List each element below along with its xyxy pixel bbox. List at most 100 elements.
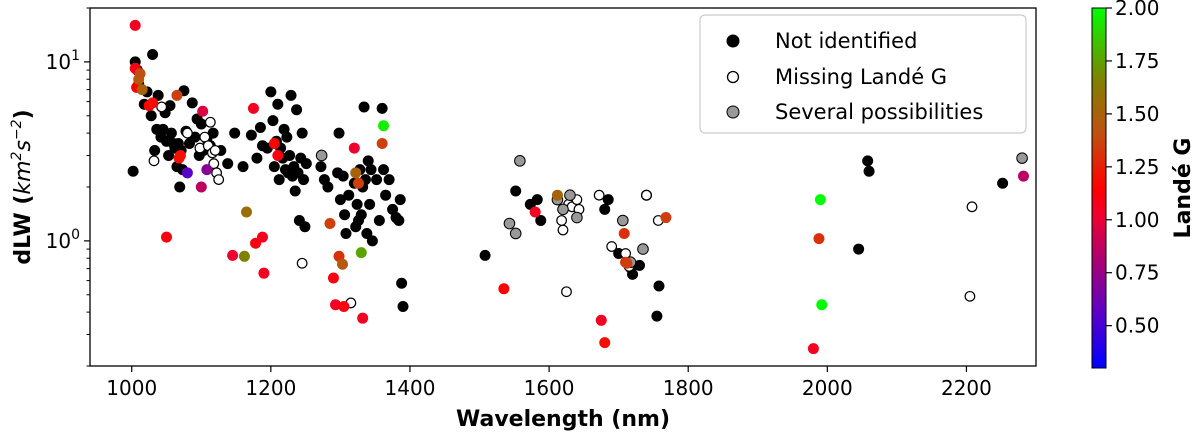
x-tick-label: 1400	[385, 376, 436, 400]
data-point	[289, 185, 301, 197]
data-point	[396, 277, 408, 289]
data-point	[651, 310, 663, 322]
data-point	[357, 312, 369, 324]
data-point	[358, 101, 370, 113]
data-point	[157, 123, 169, 135]
data-point	[241, 206, 253, 218]
data-point	[272, 149, 284, 161]
data-point	[195, 118, 207, 130]
data-point	[267, 115, 279, 127]
data-point	[618, 227, 630, 239]
x-tick-label: 1600	[524, 376, 575, 400]
data-point	[807, 343, 819, 355]
data-point	[299, 221, 311, 233]
data-point	[174, 181, 186, 193]
data-point	[181, 167, 193, 179]
data-point	[334, 194, 346, 206]
data-point	[364, 198, 376, 210]
data-point	[660, 212, 672, 224]
data-point	[617, 214, 629, 227]
data-point	[371, 174, 383, 186]
legend-box	[699, 14, 1027, 134]
data-point	[595, 314, 607, 326]
data-point	[352, 177, 364, 189]
x-tick-label: 1200	[245, 376, 296, 400]
data-point	[327, 272, 339, 284]
data-point	[557, 224, 569, 236]
colorbar-axis: 0.50 0.75 1.00 1.25 1.50 1.75 2.00	[1106, 0, 1160, 338]
x-tick-label: 2200	[941, 376, 992, 400]
data-point	[174, 149, 186, 161]
data-point	[265, 86, 277, 98]
data-point	[330, 299, 342, 311]
data-point	[343, 189, 355, 201]
data-point	[599, 203, 611, 215]
data-point	[529, 206, 541, 218]
data-point	[281, 131, 293, 143]
data-point	[237, 161, 249, 173]
data-point	[152, 89, 164, 101]
y-axis-title: dLW (km2s−2)	[9, 109, 36, 264]
data-point	[350, 167, 362, 179]
data-point	[207, 127, 219, 139]
data-point	[300, 158, 312, 170]
colorbar-tick-label: 1.75	[1115, 49, 1160, 73]
data-point	[145, 110, 157, 122]
data-point	[653, 280, 665, 292]
data-point	[531, 194, 543, 206]
data-point	[355, 209, 367, 221]
legend-marker-not-identified	[726, 34, 740, 48]
data-point	[351, 198, 363, 210]
data-point	[291, 104, 303, 116]
data-point	[284, 149, 296, 161]
colorbar-tick-label: 1.00	[1115, 208, 1160, 232]
data-point	[366, 235, 378, 247]
data-point	[147, 97, 159, 109]
data-point	[602, 194, 614, 206]
data-point	[186, 97, 198, 109]
data-point	[251, 152, 263, 164]
data-point	[355, 247, 367, 259]
data-point	[204, 116, 216, 128]
data-point	[509, 227, 522, 240]
data-point	[127, 165, 139, 177]
legend-label-not-identified: Not identified	[775, 29, 917, 53]
data-point	[229, 127, 241, 139]
data-point	[336, 258, 348, 270]
data-point	[340, 227, 352, 239]
data-point	[254, 121, 266, 133]
data-point	[247, 102, 259, 114]
x-tick-label: 1000	[106, 376, 157, 400]
data-point	[556, 215, 568, 226]
colorbar-tick-label: 0.75	[1115, 261, 1160, 285]
data-point	[171, 89, 183, 101]
data-point	[498, 283, 510, 295]
data-point	[268, 161, 280, 173]
data-point	[227, 249, 239, 261]
data-points	[127, 19, 1029, 355]
data-point	[148, 155, 160, 167]
data-point	[393, 214, 405, 226]
data-point	[136, 84, 148, 96]
data-point	[147, 48, 159, 60]
data-point	[315, 149, 328, 162]
data-point	[197, 105, 209, 117]
colorbar-tick-label: 1.50	[1115, 102, 1160, 126]
data-point	[245, 129, 257, 141]
data-point	[164, 100, 176, 112]
data-point	[814, 194, 826, 206]
data-point	[333, 127, 345, 139]
colorbar-tick-label: 0.50	[1115, 314, 1160, 338]
data-point	[376, 137, 388, 149]
data-point	[337, 170, 349, 182]
data-point	[222, 158, 234, 170]
data-point	[339, 209, 351, 221]
y-tick-label: 101	[46, 48, 80, 74]
data-point	[637, 243, 649, 255]
data-point	[966, 201, 978, 213]
data-point	[503, 217, 516, 230]
data-point	[163, 149, 175, 161]
x-tick-label: 2000	[802, 376, 853, 400]
data-point	[862, 155, 874, 167]
data-point	[380, 189, 392, 201]
